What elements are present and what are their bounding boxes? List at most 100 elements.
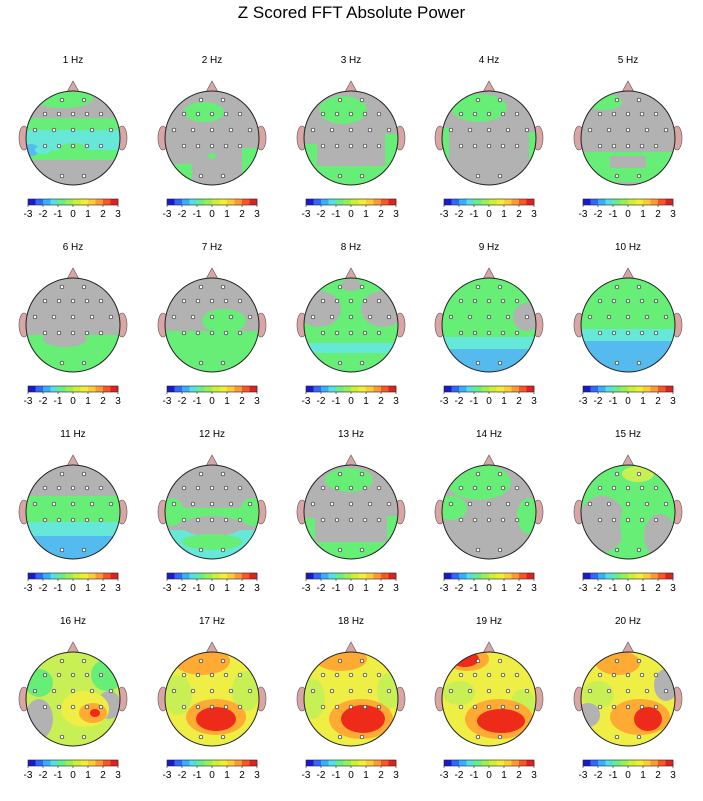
electrode <box>171 501 177 507</box>
electrode <box>59 284 65 290</box>
electrode <box>639 704 645 710</box>
colorbar: -3 -2 -1 0 1 2 3 <box>24 198 121 220</box>
colorbar-tick-label: 1 <box>85 770 91 781</box>
electrode <box>209 298 215 304</box>
electrode <box>497 173 503 179</box>
colorbar-tick-label: -1 <box>54 583 63 594</box>
colorbar-tick-label: -1 <box>332 770 341 781</box>
electrode <box>625 517 631 523</box>
electrode <box>89 127 95 133</box>
electrode <box>209 330 215 336</box>
electrode <box>597 111 603 117</box>
electrode <box>639 111 645 117</box>
scalp-map <box>165 652 259 746</box>
electrode <box>190 314 196 320</box>
electrode <box>42 143 48 149</box>
electrode <box>386 688 392 694</box>
topo-map-2: 2 Hz -3 -2 -1 0 1 2 3 <box>157 55 267 220</box>
colorbar-tick-label: 1 <box>224 583 230 594</box>
frequency-label: 1 Hz <box>63 55 84 66</box>
electrode <box>32 314 38 320</box>
electrode <box>362 330 368 336</box>
electrode <box>329 688 335 694</box>
electrode <box>458 111 464 117</box>
electrode <box>597 704 603 710</box>
frequency-label: 12 Hz <box>199 429 225 440</box>
electrode <box>98 143 104 149</box>
electrode <box>98 485 104 491</box>
electrode <box>653 517 659 523</box>
colorbar-tick-label: 2 <box>655 770 661 781</box>
colorbar-tick-label: -2 <box>594 770 603 781</box>
colorbar: -3 -2 -1 0 1 2 3 <box>440 759 537 781</box>
colorbar-tick-label: 2 <box>516 209 522 220</box>
electrode <box>475 97 481 103</box>
colorbar: -3 -2 -1 0 1 2 3 <box>24 572 121 594</box>
electrode <box>472 485 478 491</box>
head-outline <box>303 277 399 373</box>
electrode <box>597 672 603 678</box>
electrode <box>181 517 187 523</box>
colorbar: -3 -2 -1 0 1 2 3 <box>579 385 676 407</box>
electrode <box>448 501 454 507</box>
colorbar-tick-label: -1 <box>470 396 479 407</box>
topo-map-15: 15 Hz -3 -2 -1 0 1 2 3 <box>573 429 683 594</box>
electrode <box>247 688 253 694</box>
electrode <box>32 501 38 507</box>
electrode <box>56 111 62 117</box>
scalp-map <box>26 652 120 746</box>
colorbar-tick-label: -3 <box>302 209 311 220</box>
colorbar-tick-label: 3 <box>393 583 399 594</box>
colorbar-tick-label: -1 <box>54 396 63 407</box>
frequency-label: 18 Hz <box>338 616 364 627</box>
electrode <box>486 314 492 320</box>
electrode <box>458 485 464 491</box>
colorbar-tick-label: -3 <box>440 583 449 594</box>
electrode <box>223 485 229 491</box>
electrode <box>606 314 612 320</box>
electrode <box>70 314 76 320</box>
electrode <box>486 517 492 523</box>
electrode <box>56 672 62 678</box>
electrode <box>524 688 530 694</box>
colorbar: -3 -2 -1 0 1 2 3 <box>163 198 260 220</box>
colorbar: -3 -2 -1 0 1 2 3 <box>579 759 676 781</box>
electrode <box>84 704 90 710</box>
electrode <box>228 501 234 507</box>
electrode <box>89 688 95 694</box>
electrode <box>70 111 76 117</box>
electrode <box>209 672 215 678</box>
colorbar-tick-label: 3 <box>254 396 260 407</box>
colorbar-tick-label: 1 <box>640 583 646 594</box>
electrode <box>84 298 90 304</box>
colorbar-tick-label: 2 <box>516 770 522 781</box>
electrode <box>310 314 316 320</box>
electrode <box>587 314 593 320</box>
colorbar: -3 -2 -1 0 1 2 3 <box>302 198 399 220</box>
electrode <box>348 127 354 133</box>
electrode <box>223 704 229 710</box>
electrode <box>198 173 204 179</box>
frequency-label: 8 Hz <box>341 242 362 253</box>
electrode <box>181 485 187 491</box>
colorbar-tick-label: 2 <box>239 209 245 220</box>
colorbar-tick-label: -1 <box>609 583 618 594</box>
electrode <box>198 658 204 664</box>
electrode <box>320 143 326 149</box>
head-outline <box>164 277 260 373</box>
colorbar-tick-label: -3 <box>24 770 33 781</box>
colorbar-tick-label: 1 <box>501 209 507 220</box>
electrode <box>625 485 631 491</box>
electrode <box>70 298 76 304</box>
electrode <box>636 658 642 664</box>
electrode <box>475 658 481 664</box>
colorbar-tick-label: 2 <box>100 396 106 407</box>
frequency-label: 11 Hz <box>60 429 85 440</box>
colorbar-tick-label: 0 <box>70 583 76 594</box>
electrode <box>223 111 229 117</box>
electrode <box>486 298 492 304</box>
electrode <box>505 314 511 320</box>
electrode <box>59 471 65 477</box>
electrode <box>497 547 503 553</box>
